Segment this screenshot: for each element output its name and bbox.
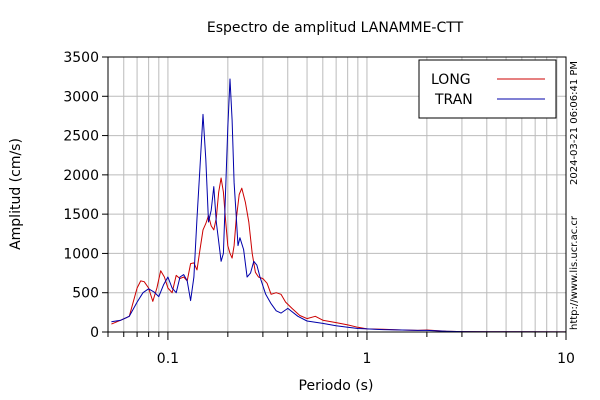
axis-ticks: 0 500 1000 1500 2000 2500 3000 3500 0.1 1 10 <box>63 50 575 367</box>
y-tick-label: 2000 <box>63 168 99 184</box>
x-axis-label: Periodo (s) <box>299 378 374 394</box>
legend-label-long: LONG <box>431 72 471 88</box>
legend-box <box>418 59 557 119</box>
series-line-tran <box>111 78 567 333</box>
source-url-label: http://www.lis.ucr.ac.cr <box>569 215 580 330</box>
timestamp-label: 2024-03-21 06:06:41 PM <box>569 61 580 185</box>
y-tick-label: 3000 <box>63 89 99 105</box>
series-line-long <box>111 177 567 333</box>
y-tick-label: 2500 <box>63 129 99 145</box>
legend: LONG TRAN <box>418 59 557 119</box>
x-tick-label: 1 <box>362 351 371 367</box>
y-tick-label: 1500 <box>63 207 99 223</box>
y-tick-label: 500 <box>72 286 99 302</box>
x-tick-label: 10 <box>557 351 575 367</box>
legend-label-tran: TRAN <box>434 92 473 108</box>
chart-title: Espectro de amplitud LANAMME-CTT <box>207 20 464 36</box>
plot-frame <box>107 56 567 333</box>
y-tick-label: 0 <box>90 325 99 341</box>
y-tick-label: 1000 <box>63 246 99 262</box>
series-lines <box>111 78 567 333</box>
y-axis-label: Amplitud (cm/s) <box>8 138 24 250</box>
x-tick-label: 0.1 <box>157 351 179 367</box>
y-tick-label: 3500 <box>63 50 99 66</box>
